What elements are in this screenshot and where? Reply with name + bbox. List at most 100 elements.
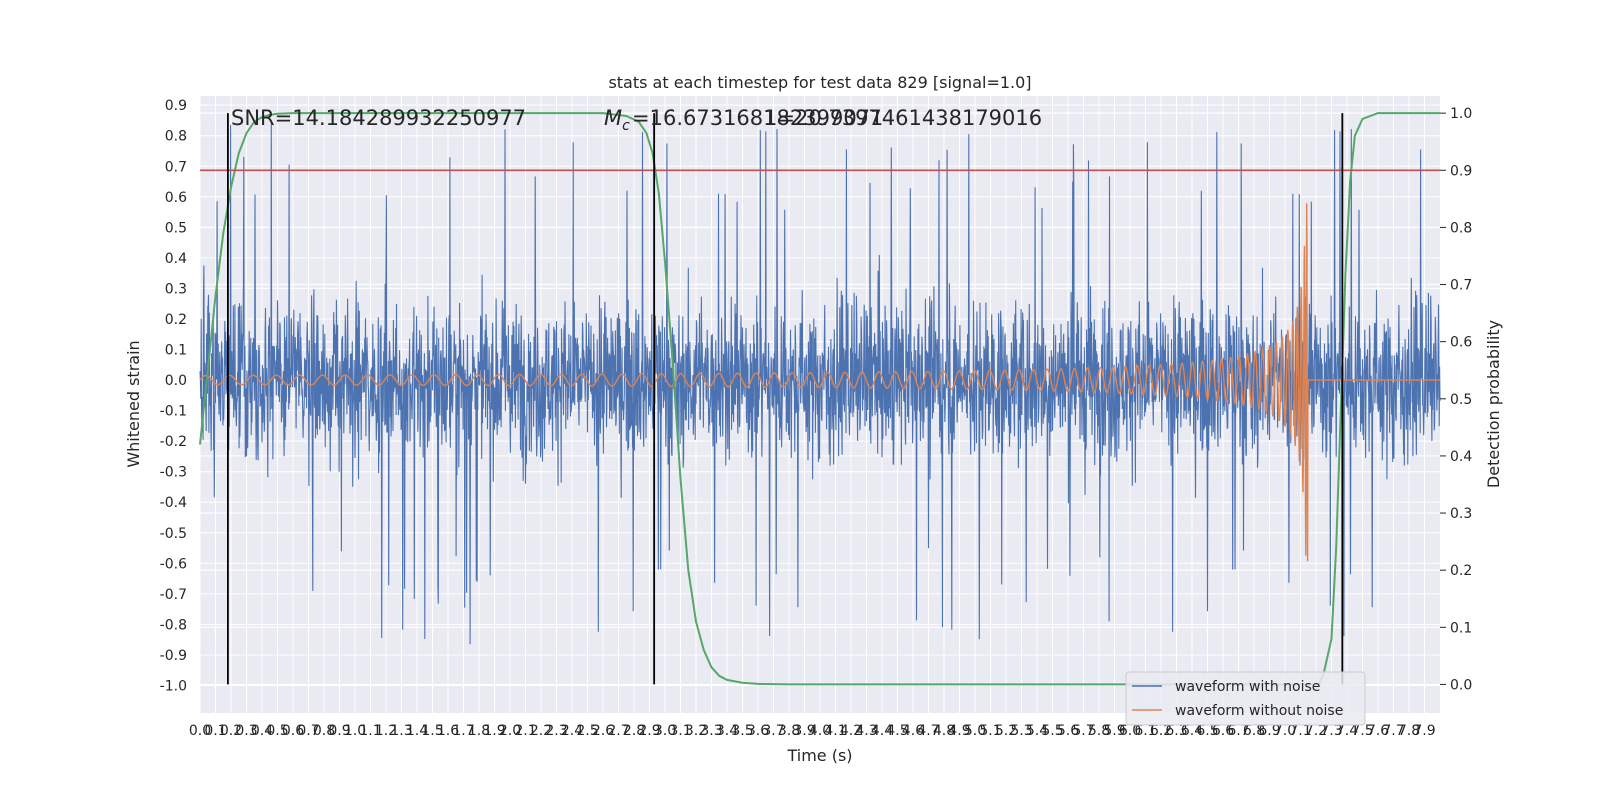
x-tick-label: 5.4 <box>1026 723 1048 739</box>
legend: waveform with noise waveform without noi… <box>1125 671 1366 726</box>
x-tick-label: 3.8 <box>778 723 800 739</box>
x-tick-label: 6.0 <box>1119 723 1141 739</box>
y-right-tick-label: 0.9 <box>1450 163 1472 179</box>
x-tick-label: 3.3 <box>700 723 722 739</box>
x-tick-label: 3.7 <box>762 723 784 739</box>
x-tick-label: 7.2 <box>1305 723 1327 739</box>
x-tick-label: 5.0 <box>964 723 986 739</box>
x-tick-label: 1.4 <box>406 723 428 739</box>
x-tick-label: 0.4 <box>251 723 273 739</box>
x-tick-label: 2.9 <box>638 723 660 739</box>
x-tick-label: 7.4 <box>1336 723 1358 739</box>
x-tick-label: 7.9 <box>1413 723 1435 739</box>
x-tick-label: 1.6 <box>437 723 459 739</box>
y-right-tick-label: 1.0 <box>1450 106 1472 122</box>
x-tick-label: 5.6 <box>1057 723 1079 739</box>
y-right-tick-label: 0.5 <box>1450 392 1472 408</box>
x-tick-label: 6.1 <box>1134 723 1156 739</box>
y-right-tick-label: 0.6 <box>1450 335 1472 351</box>
reference-lines <box>200 113 1440 685</box>
y-tick-label: 0.1 <box>165 343 187 359</box>
series-line-probability <box>199 112 1440 686</box>
x-tick-label: 0.6 <box>282 723 304 739</box>
y-tick-label: -0.9 <box>160 648 187 664</box>
x-tick-label: 2.3 <box>545 723 567 739</box>
x-tick-label: 6.3 <box>1165 723 1187 739</box>
x-tick-label: 1.7 <box>452 723 474 739</box>
y-tick-label: -1.0 <box>160 679 187 695</box>
x-tick-label: 3.1 <box>669 723 691 739</box>
x-tick-label: 3.6 <box>747 723 769 739</box>
x-tick-label: 4.1 <box>824 723 846 739</box>
x-tick-label: 2.6 <box>592 723 614 739</box>
x-tick-label: 1.8 <box>468 723 490 739</box>
x-tick-label: 1.1 <box>359 723 381 739</box>
x-tick-label: 7.8 <box>1398 723 1420 739</box>
y-tick-label: -0.8 <box>160 617 187 633</box>
snr-annotation: SNR=14.184289932250977 <box>231 106 526 130</box>
x-tick-label: 5.9 <box>1103 723 1125 739</box>
x-tick-label: 2.8 <box>623 723 645 739</box>
y-tick-label: -0.1 <box>160 404 187 420</box>
x-tick-label: 6.9 <box>1258 723 1280 739</box>
x-tick-label: 0.8 <box>313 723 335 739</box>
y-axis-right-ticks: 1.0 0.9 0.8 0.7 0.6 0.5 0.4 0.3 0.2 0.1 0.0 <box>1440 106 1472 693</box>
y-tick-label: 0.8 <box>165 129 187 145</box>
x-tick-label: 4.0 <box>809 723 831 739</box>
x-tick-label: 7.1 <box>1289 723 1311 739</box>
x-tick-label: 3.5 <box>731 723 753 739</box>
x-tick-label: 2.0 <box>499 723 521 739</box>
x-tick-label: 4.7 <box>917 723 939 739</box>
x-tick-label: 7.0 <box>1274 723 1296 739</box>
y-axis-ticks: 0.9 0.8 0.7 0.6 0.5 0.4 0.3 0.2 0.1 0.0 -0.1 -0.2 -0… <box>160 98 187 694</box>
x-tick-label: 4.2 <box>840 723 862 739</box>
x-axis-ticks: 0.00.10.20.30.40.50.60.70.80.91.01.11.21… <box>189 723 1436 739</box>
x-tick-label: 0.9 <box>328 723 350 739</box>
y-tick-label: 0.2 <box>165 312 187 328</box>
y-right-tick-label: 0.1 <box>1450 620 1472 636</box>
series-line-clean <box>199 203 1440 562</box>
y-tick-label: 0.4 <box>165 251 187 267</box>
x-tick-label: 3.9 <box>793 723 815 739</box>
legend-label-clean: waveform without noise <box>1175 703 1343 719</box>
x-tick-label: 4.9 <box>948 723 970 739</box>
x-tick-label: 1.0 <box>344 723 366 739</box>
x-tick-label: 0.1 <box>204 723 226 739</box>
x-tick-label: 6.4 <box>1181 723 1203 739</box>
y-tick-label: 0.6 <box>165 190 187 206</box>
y-tick-label: 0.3 <box>165 281 187 297</box>
x-axis-label: Time (s) <box>786 746 852 765</box>
x-tick-label: 7.6 <box>1367 723 1389 739</box>
x-tick-label: 1.5 <box>421 723 443 739</box>
x-tick-label: 0.2 <box>220 723 242 739</box>
y-right-tick-label: 0.8 <box>1450 220 1472 236</box>
x-tick-label: 6.5 <box>1196 723 1218 739</box>
x-tick-label: 1.9 <box>483 723 505 739</box>
y-tick-label: 0.7 <box>165 159 187 175</box>
x-tick-label: 5.3 <box>1010 723 1032 739</box>
x-tick-label: 6.8 <box>1243 723 1265 739</box>
overlap-annotation: 1=20.7397461438179016 <box>764 106 1042 130</box>
y-right-tick-label: 0.7 <box>1450 278 1472 294</box>
x-tick-label: 4.5 <box>886 723 908 739</box>
y-right-tick-label: 0.0 <box>1450 677 1472 693</box>
x-tick-label: 1.2 <box>375 723 397 739</box>
x-tick-label: 1.3 <box>390 723 412 739</box>
x-tick-label: 7.3 <box>1320 723 1342 739</box>
x-tick-label: 0.5 <box>266 723 288 739</box>
y-right-tick-label: 0.2 <box>1450 563 1472 579</box>
y-tick-label: 0.9 <box>165 98 187 114</box>
x-tick-label: 3.2 <box>685 723 707 739</box>
x-tick-label: 4.6 <box>902 723 924 739</box>
y-tick-label: 0.0 <box>165 373 187 389</box>
x-tick-label: 7.7 <box>1382 723 1404 739</box>
y-tick-label: -0.2 <box>160 434 187 450</box>
y-tick-label: -0.4 <box>160 495 187 511</box>
chirp-mass-annotation: =16.673168182399071 <box>632 106 883 130</box>
y-tick-label: -0.7 <box>160 587 187 603</box>
legend-label-noisy: waveform with noise <box>1175 679 1320 695</box>
y-tick-label: -0.6 <box>160 556 187 572</box>
x-tick-label: 5.2 <box>995 723 1017 739</box>
x-tick-label: 3.4 <box>716 723 738 739</box>
